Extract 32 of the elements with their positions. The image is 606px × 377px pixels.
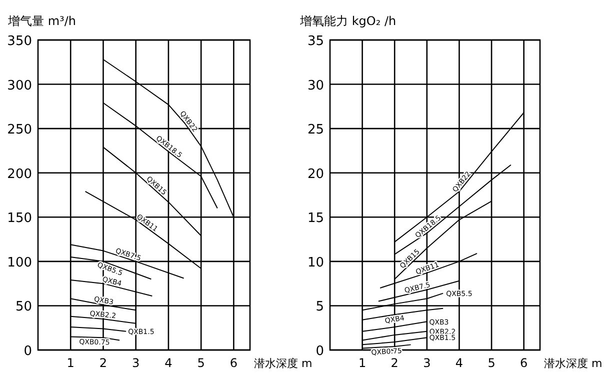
y-tick-label: 25 [307, 122, 324, 138]
x-tick-label: 3 [132, 356, 140, 370]
y-tick-label: 150 [7, 211, 32, 226]
x-tick-label: 6 [230, 356, 238, 370]
x-tick-label: 2 [99, 356, 108, 370]
x-tick-label: 5 [197, 356, 205, 370]
x-axis-title: 潜水深度 m [254, 357, 312, 370]
y-tick-label: 100 [7, 255, 32, 270]
x-tick-label: 1 [358, 356, 366, 370]
y-tick-label: 50 [15, 300, 32, 315]
x-axis-title: 潜水深度 m [544, 357, 602, 370]
y-tick-label: 300 [7, 78, 32, 94]
y-tick-label: 200 [7, 166, 32, 182]
x-tick-label: 4 [455, 356, 464, 370]
x-tick-label: 3 [423, 356, 431, 370]
y-tick-label: 0 [24, 344, 32, 359]
y-tick-label: 250 [7, 122, 32, 138]
y-tick-label: 20 [307, 166, 324, 182]
x-tick-label: 6 [520, 356, 528, 370]
y-tick-label: 15 [307, 211, 324, 226]
y-tick-label: 5 [316, 300, 324, 315]
y-axis-title: 增气量 m³/h [7, 14, 76, 28]
x-tick-label: 2 [390, 356, 398, 370]
y-tick-label: 30 [307, 78, 324, 94]
y-tick-label: 350 [7, 34, 32, 49]
y-tick-label: 0 [316, 344, 324, 359]
y-axis-title: 增氧能力 kgO₂ /h [299, 14, 396, 28]
y-tick-label: 35 [307, 34, 324, 49]
x-tick-label: 5 [488, 356, 496, 370]
x-tick-label: 1 [66, 356, 74, 370]
x-tick-label: 4 [164, 356, 172, 370]
y-tick-label: 10 [307, 255, 324, 270]
